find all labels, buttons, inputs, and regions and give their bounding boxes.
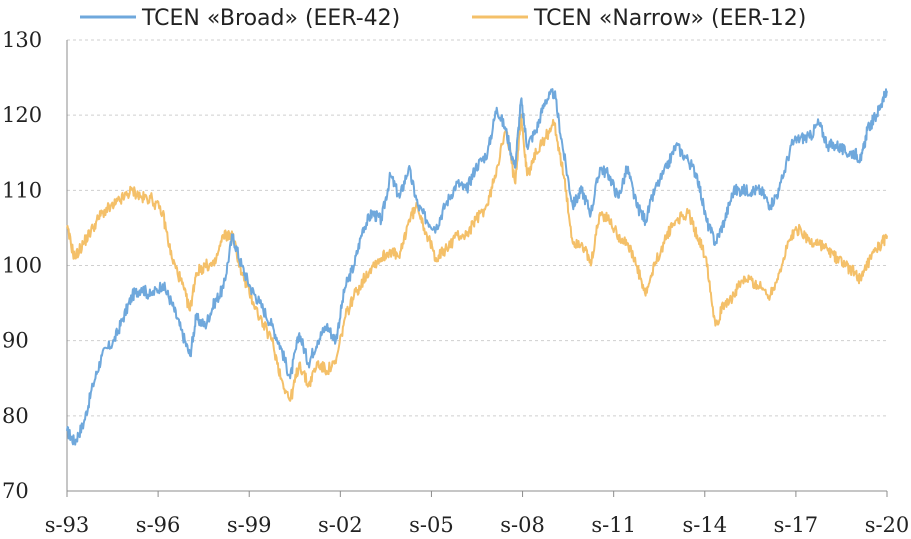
x-tick-label: s-93 xyxy=(45,513,90,537)
y-tick-label: 90 xyxy=(2,329,29,353)
gridlines xyxy=(67,39,887,417)
x-tick-label: s-20 xyxy=(865,513,910,537)
y-tick-label: 120 xyxy=(2,103,42,127)
series-line-narrow xyxy=(66,113,888,402)
y-tick-label: 80 xyxy=(2,404,29,428)
y-tick-label: 100 xyxy=(2,254,42,278)
legend-label-narrow: TCEN «Narrow» (EER-12) xyxy=(533,6,806,31)
x-tick-label: s-02 xyxy=(318,513,363,537)
x-tick-label: s-14 xyxy=(682,513,727,537)
axes xyxy=(66,40,887,492)
y-tick-label: 130 xyxy=(2,28,42,52)
series-lines xyxy=(66,88,888,446)
x-tick-label: s-05 xyxy=(409,513,454,537)
x-tick-label: s-11 xyxy=(591,513,636,537)
legend-label-broad: TCEN «Broad» (EER-42) xyxy=(141,6,400,31)
y-tick-label: 110 xyxy=(2,178,42,202)
x-tick-label: s-96 xyxy=(136,513,181,537)
x-tick-labels: s-93 s-96 s-99 s-02 s-05 s-08 s-11 s-14 s-17 s-20 xyxy=(45,491,910,537)
series-line-broad xyxy=(66,88,888,446)
x-tick-label: s-17 xyxy=(774,513,819,537)
y-tick-labels: 70 80 90 100 110 120 130 xyxy=(2,28,42,503)
x-tick-label: s-99 xyxy=(227,513,272,537)
y-tick-label: 70 xyxy=(2,479,29,503)
x-tick-label: s-08 xyxy=(500,513,545,537)
legend: TCEN «Broad» (EER-42) TCEN «Narrow» (EER… xyxy=(80,6,806,31)
